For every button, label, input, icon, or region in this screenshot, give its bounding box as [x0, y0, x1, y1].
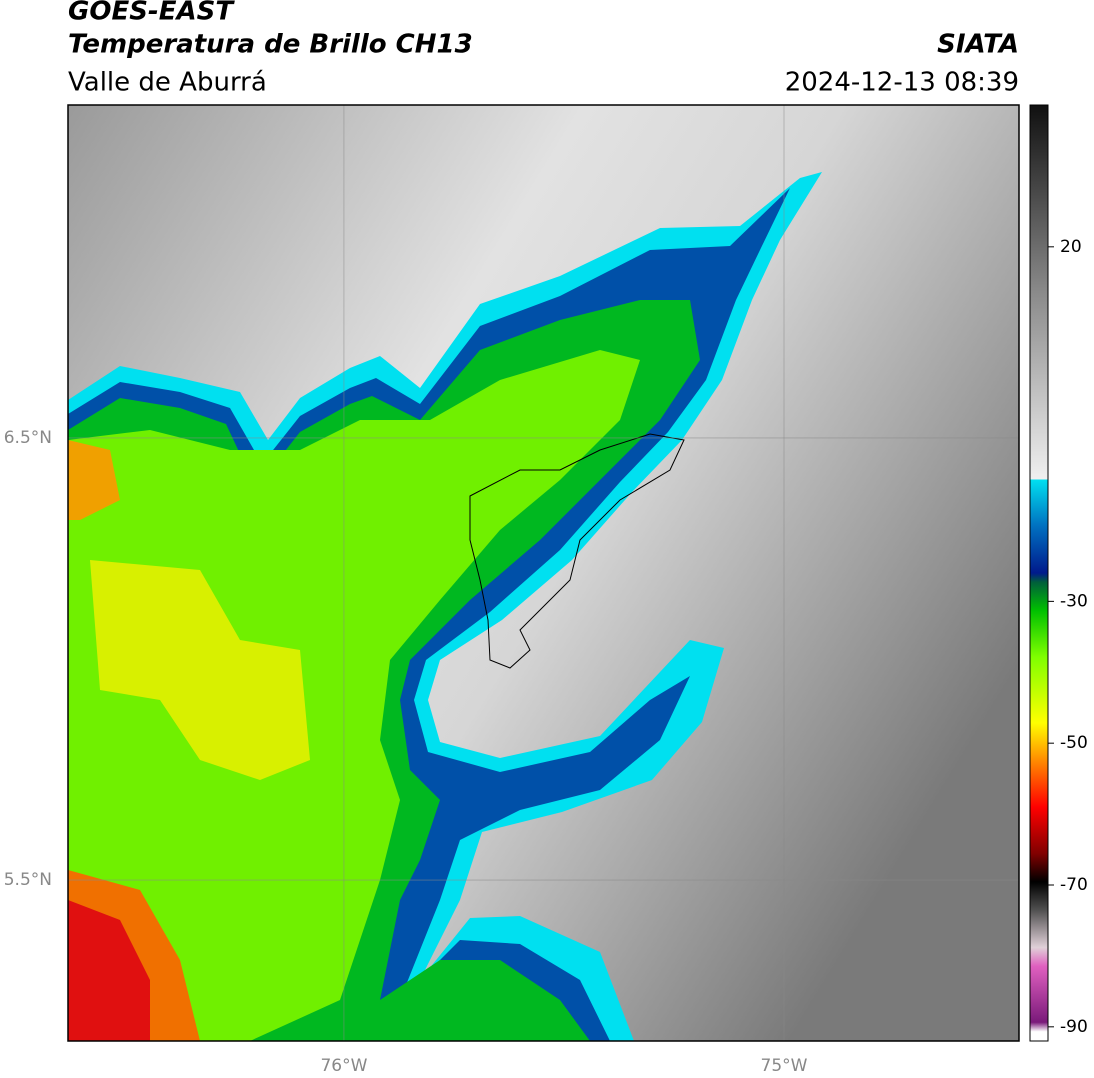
title: GOES-EAST	[68, 0, 235, 27]
colorbar	[1029, 104, 1049, 1042]
datetime: 2024-12-13 08:39	[785, 68, 1019, 98]
valley-outline	[469, 433, 685, 669]
warm-zone-yellow	[90, 560, 310, 780]
lon-label: 76°W	[320, 1056, 367, 1076]
source: SIATA	[937, 30, 1019, 60]
map	[68, 105, 1019, 1041]
lon-label: 75°W	[761, 1056, 808, 1076]
colorbar-tick-label: -50	[1060, 733, 1088, 753]
colorbar-tick-label: 20	[1060, 237, 1082, 257]
map-frame	[67, 104, 1020, 1042]
warm-zone-red	[68, 900, 150, 1041]
colorbar-tick-label: -90	[1060, 1017, 1088, 1037]
warm-zone-orange	[68, 440, 120, 520]
lat-label: 5.5°N	[4, 870, 52, 890]
colorbar-tick-label: -30	[1060, 591, 1088, 611]
cold-cloud-lightgreen	[68, 350, 640, 1041]
colorbar-tick-label: -70	[1060, 875, 1088, 895]
lat-label: 6.5°N	[4, 428, 52, 448]
region: Valle de Aburrá	[68, 68, 267, 98]
subtitle: Temperatura de Brillo CH13	[68, 30, 473, 60]
